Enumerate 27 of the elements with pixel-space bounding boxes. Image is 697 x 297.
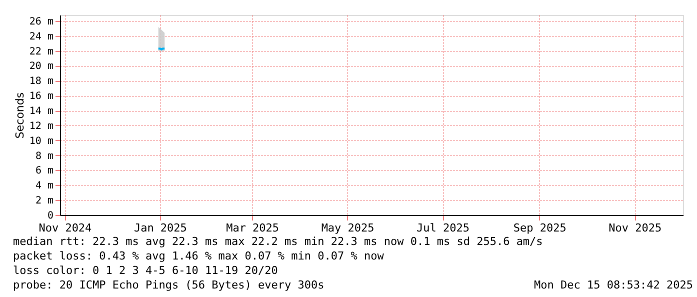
- y-tick-label: 16 m: [29, 91, 54, 102]
- y-tick-label: 6 m: [35, 166, 54, 177]
- x-tick-label: Sep 2025: [513, 222, 566, 234]
- y-tick-label: 8 m: [35, 150, 54, 162]
- text: probe: 20 ICMP Echo Pings (56 Bytes) every 300s: [13, 278, 324, 292]
- y-tick-label: 26 m: [29, 16, 54, 28]
- y-axis-title: Seconds: [13, 92, 26, 139]
- y-tick-label: 22 m: [29, 46, 54, 58]
- x-tick-label: Nov 2025: [608, 222, 662, 234]
- y-tick-label: 2 m: [35, 196, 54, 207]
- x-tick-label: Jul 2025: [416, 222, 470, 234]
- y-tick-label: 4 m: [35, 180, 54, 192]
- y-tick-label: 0: [47, 210, 54, 222]
- x-tick-label: Nov 2024: [38, 222, 92, 234]
- y-tick-label: 10 m: [29, 136, 54, 147]
- text: median rtt: 22.3 ms avg 22.3 ms max 22.2 ms min 22.3 ms now 0.1 ms sd 255.6 am/s: [13, 235, 543, 248]
- x-tick-label: Mar 2025: [226, 222, 280, 234]
- x-tick-label: Jan 2025: [134, 222, 187, 234]
- y-tick-label: 24 m: [29, 31, 54, 42]
- x-tick-label: May 2025: [321, 222, 374, 234]
- y-tick-label: 18 m: [29, 76, 54, 88]
- text: packet loss: 0.43 % avg 1.46 % max 0.07 % min 0.07 % now: [13, 250, 384, 262]
- y-tick-label: 12 m: [29, 120, 54, 132]
- text: Mon Dec 15 08:53:42 2025: [534, 278, 693, 292]
- y-tick-label: 20 m: [29, 61, 54, 72]
- y-tick-label: 14 m: [29, 106, 54, 118]
- text: loss color: 0 1 2 3 4-5 6-10 11-19 20/20: [13, 264, 278, 277]
